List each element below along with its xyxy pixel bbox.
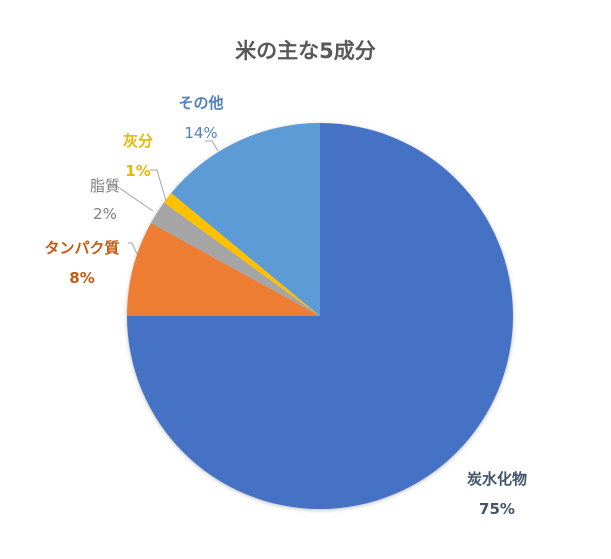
leader-line-ash xyxy=(150,169,167,202)
label-carbohydrate-pct: 75% xyxy=(479,500,515,518)
slice-other xyxy=(171,123,320,316)
label-other-pct: 14% xyxy=(184,124,218,142)
label-carbohydrate: 炭水化物 75% xyxy=(462,464,532,524)
leader-line-lipid xyxy=(109,184,154,212)
leader-line-other xyxy=(205,140,219,152)
label-carbohydrate-name: 炭水化物 xyxy=(466,470,527,488)
label-protein: タンパク質 8% xyxy=(32,233,132,293)
label-other-name: その他 xyxy=(178,94,224,112)
chart-title: 米の主な5成分 xyxy=(235,39,376,63)
label-ash: 灰分 1% xyxy=(118,126,158,186)
label-lipid-pct: 2% xyxy=(93,205,117,223)
label-other: その他 14% xyxy=(170,88,232,148)
leader-line-protein xyxy=(128,242,138,255)
label-ash-pct: 1% xyxy=(125,162,151,180)
slice-lipid xyxy=(150,202,320,316)
slice-protein xyxy=(127,223,320,316)
label-lipid: 脂質 2% xyxy=(80,172,130,228)
label-lipid-name: 脂質 xyxy=(89,177,120,195)
slice-ash xyxy=(163,192,320,316)
label-protein-name: タンパク質 xyxy=(44,239,120,257)
label-protein-pct: 8% xyxy=(69,269,95,287)
label-ash-name: 灰分 xyxy=(122,132,153,150)
